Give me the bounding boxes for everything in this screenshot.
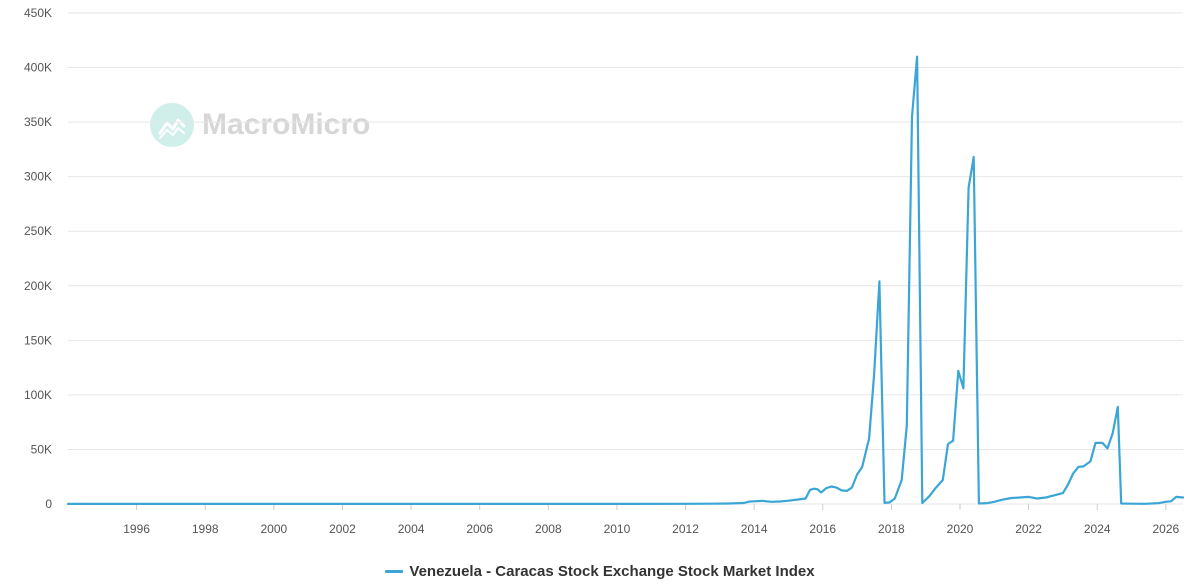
x-tick-label: 2014 [741,522,768,536]
y-tick-label: 450K [24,6,52,20]
series-line[interactable] [66,55,1185,505]
series-layer [66,55,1185,505]
x-tick-label: 2010 [604,522,631,536]
x-tick-label: 2012 [672,522,699,536]
watermark: MacroMicro [150,103,370,147]
x-tick-label: 2008 [535,522,562,536]
y-tick-label: 50K [31,442,52,456]
y-tick-label: 100K [24,388,52,402]
x-tick-label: 2004 [398,522,425,536]
x-tick-label: 2002 [329,522,356,536]
x-tick-label: 2024 [1084,522,1111,536]
x-tick-label: 2006 [466,522,493,536]
y-axis: 0 50K 100K 150K 200K 250K 300K 350K 400K 450K [24,6,52,511]
watermark-text: MacroMicro [202,108,371,141]
x-tick-label: 2022 [1015,522,1042,536]
legend-label[interactable]: Venezuela - Caracas Stock Exchange Stock… [409,563,815,580]
y-tick-label: 400K [24,61,52,75]
x-tick-label: 2020 [947,522,974,536]
x-tick-label: 2018 [878,522,905,536]
x-tick-label: 2026 [1152,522,1179,536]
y-tick-label: 300K [24,170,52,184]
y-tick-label: 250K [24,224,52,238]
macromicro-logo-icon [150,103,194,147]
legend-swatch [385,570,404,573]
grid-lines [68,12,1183,505]
y-tick-label: 0 [45,497,52,511]
x-tick-label: 1998 [192,522,219,536]
y-tick-label: 150K [24,333,52,347]
x-tick-label: 2016 [809,522,836,536]
y-tick-label: 350K [24,115,52,129]
x-axis: 1996 1998 2000 2002 2004 2006 2008 2010 2012 2014… [123,504,1180,536]
y-tick-label: 200K [24,279,52,293]
legend[interactable]: Venezuela - Caracas Stock Exchange Stock… [0,560,1200,580]
x-tick-label: 1996 [123,522,150,536]
line-chart: 0 50K 100K 150K 200K 250K 300K 350K 400K 450K 199… [24,6,1185,536]
x-tick-label: 2000 [260,522,287,536]
